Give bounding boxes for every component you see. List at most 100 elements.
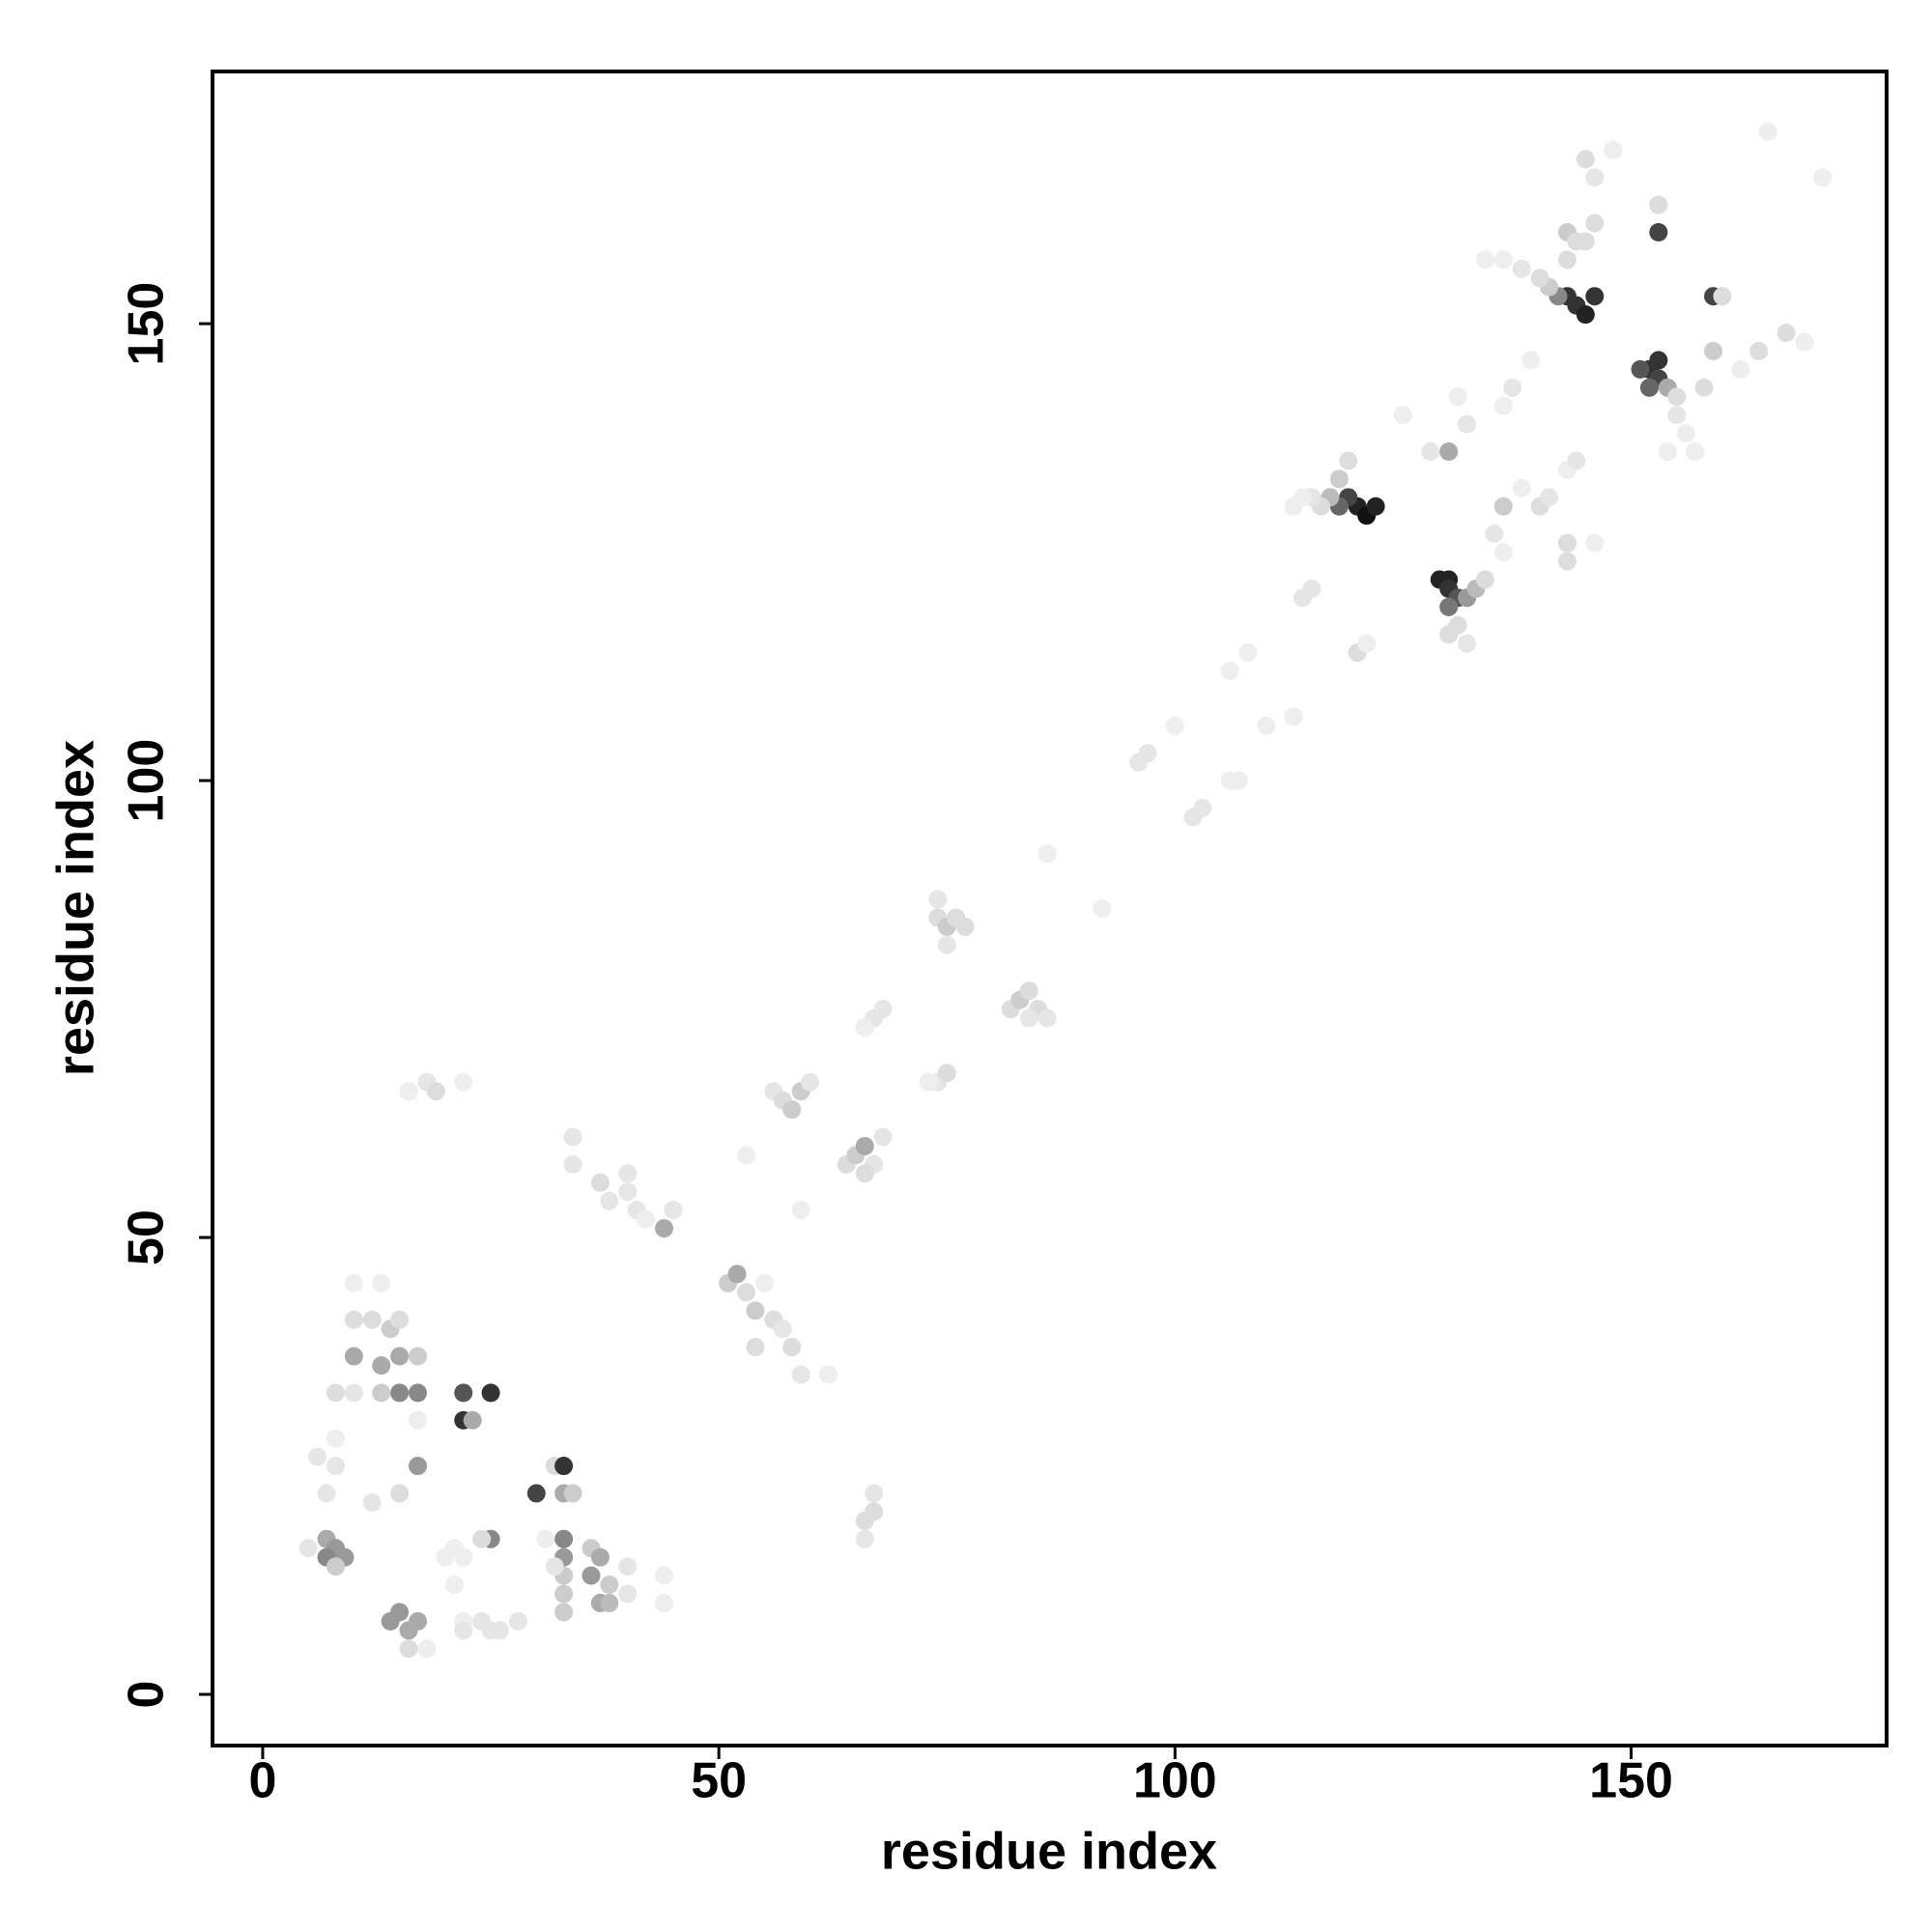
point [1649,222,1668,242]
point [654,1219,673,1238]
points [298,122,1833,1659]
point [1686,442,1705,462]
point [1339,451,1358,470]
point [582,1566,601,1585]
point [326,1383,345,1403]
point [1585,287,1605,306]
point [1576,150,1595,169]
point [855,1136,874,1155]
point [1649,351,1668,370]
point [390,1603,410,1622]
point [1631,359,1650,379]
point [600,1576,619,1595]
point [1585,533,1605,553]
point [490,1621,509,1640]
point [444,1539,464,1558]
point [1758,122,1777,141]
point [855,1529,874,1548]
point [526,1484,546,1503]
point [1776,324,1796,343]
point [801,1072,820,1092]
point [1557,552,1577,571]
point [372,1383,391,1403]
point [1731,359,1750,379]
point [326,1429,345,1448]
point [390,1383,410,1403]
point [654,1566,673,1585]
point [1421,442,1440,462]
point [545,1557,564,1577]
point [590,1548,610,1567]
point [454,1383,473,1403]
point [563,1127,582,1147]
point [326,1457,345,1476]
point [563,1154,582,1174]
point [873,1127,893,1147]
point [618,1164,638,1183]
point [554,1457,574,1476]
point [1557,533,1577,553]
point [1284,707,1303,726]
point [1448,387,1467,407]
point [317,1484,336,1503]
point [1512,259,1531,278]
point [1329,469,1349,489]
point [554,1603,574,1622]
point [408,1410,427,1430]
point [600,1593,619,1612]
point [508,1611,527,1631]
point [472,1529,492,1548]
point [1658,442,1677,462]
point [618,1182,638,1202]
x-axis-title: residue index [881,1822,1217,1880]
point [1458,634,1477,653]
point [399,1639,418,1659]
point [1493,497,1513,516]
point [1585,168,1605,187]
point [362,1310,382,1329]
point [1567,451,1586,470]
point [754,1273,774,1293]
point [344,1383,363,1403]
point [417,1639,437,1659]
point [937,935,956,954]
point [618,1584,638,1604]
point [736,1283,755,1302]
y-tick-label: 100 [119,739,175,823]
point [390,1310,410,1329]
point [1458,414,1477,434]
point [426,1082,445,1101]
point [536,1529,555,1548]
x-tick-label: 150 [1589,1753,1673,1809]
point [955,917,975,936]
point [1257,716,1276,735]
point [1521,351,1541,370]
point [1713,287,1732,306]
point [1220,662,1239,681]
point [1357,634,1377,653]
point [1649,195,1668,214]
point [1093,899,1112,918]
point [344,1273,363,1293]
point [1475,250,1494,270]
point [1557,250,1577,270]
point [590,1173,610,1192]
point [390,1484,410,1503]
point [1813,168,1833,187]
point [1293,588,1313,608]
point [1694,378,1714,397]
point [855,1017,874,1037]
point [654,1593,673,1612]
point [408,1457,427,1476]
x-tick-label: 0 [248,1753,276,1809]
point [1704,341,1723,360]
y-axis-title: residue index [46,740,104,1076]
point [308,1447,327,1466]
point [1604,140,1623,159]
point [1493,543,1513,562]
point [1493,396,1513,415]
point [865,1502,884,1521]
point [408,1347,427,1366]
point [746,1301,765,1321]
